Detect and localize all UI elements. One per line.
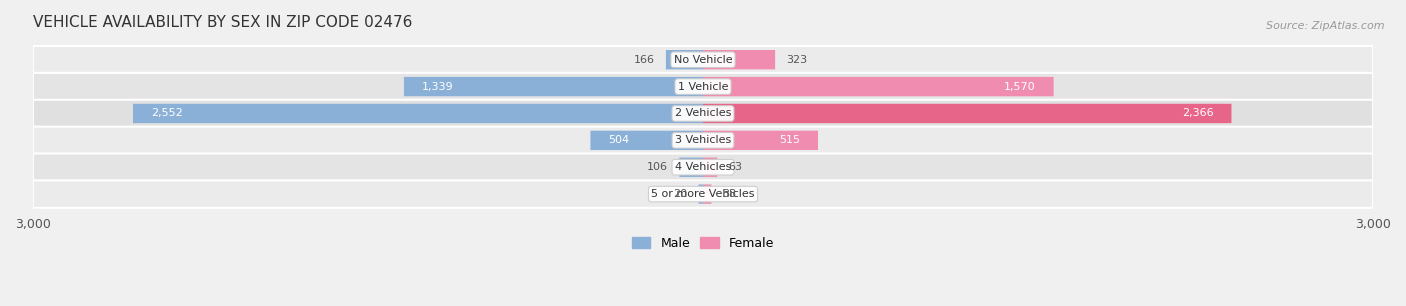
Text: Source: ZipAtlas.com: Source: ZipAtlas.com [1267,21,1385,32]
Text: 504: 504 [609,135,630,145]
FancyBboxPatch shape [703,77,1053,96]
Text: 38: 38 [723,189,737,199]
FancyBboxPatch shape [404,77,703,96]
FancyBboxPatch shape [699,185,703,204]
Text: 2 Vehicles: 2 Vehicles [675,108,731,118]
FancyBboxPatch shape [32,73,1374,100]
FancyBboxPatch shape [32,127,1374,154]
Text: 166: 166 [634,55,655,65]
FancyBboxPatch shape [666,50,703,69]
Text: 515: 515 [779,135,800,145]
Text: 2,552: 2,552 [150,108,183,118]
Text: VEHICLE AVAILABILITY BY SEX IN ZIP CODE 02476: VEHICLE AVAILABILITY BY SEX IN ZIP CODE … [32,15,412,30]
FancyBboxPatch shape [703,104,1232,123]
Text: 63: 63 [728,162,742,172]
FancyBboxPatch shape [703,158,717,177]
Text: No Vehicle: No Vehicle [673,55,733,65]
Text: 1,339: 1,339 [422,82,453,91]
Text: 3 Vehicles: 3 Vehicles [675,135,731,145]
FancyBboxPatch shape [32,46,1374,73]
FancyBboxPatch shape [591,131,703,150]
FancyBboxPatch shape [32,100,1374,127]
Text: 5 or more Vehicles: 5 or more Vehicles [651,189,755,199]
Text: 106: 106 [647,162,668,172]
FancyBboxPatch shape [679,158,703,177]
Text: 4 Vehicles: 4 Vehicles [675,162,731,172]
FancyBboxPatch shape [32,181,1374,208]
FancyBboxPatch shape [703,185,711,204]
FancyBboxPatch shape [703,50,775,69]
Text: 20: 20 [673,189,688,199]
FancyBboxPatch shape [134,104,703,123]
Legend: Male, Female: Male, Female [627,232,779,255]
Text: 323: 323 [786,55,807,65]
Text: 1 Vehicle: 1 Vehicle [678,82,728,91]
FancyBboxPatch shape [703,131,818,150]
Text: 2,366: 2,366 [1182,108,1213,118]
Text: 1,570: 1,570 [1004,82,1036,91]
FancyBboxPatch shape [32,154,1374,181]
